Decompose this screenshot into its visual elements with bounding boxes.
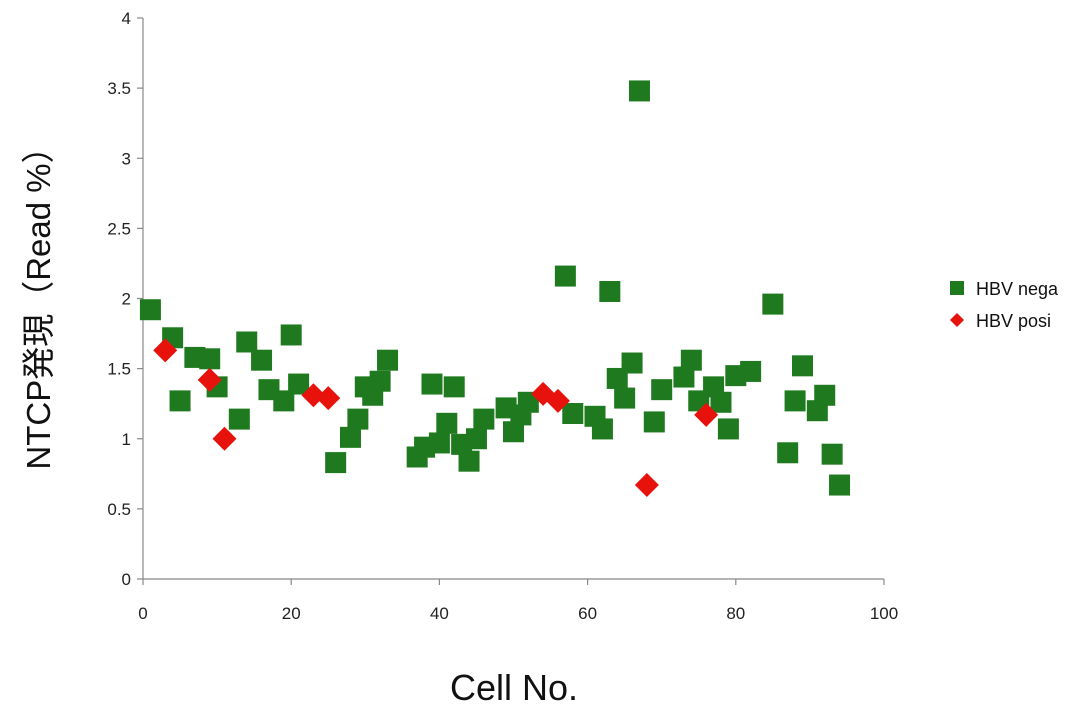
data-point-hbv-posi [301, 383, 326, 408]
x-tick-label: 20 [282, 604, 301, 623]
data-point-hbv-nega [717, 418, 739, 440]
data-point-hbv-nega [784, 390, 806, 412]
data-point-hbv-posi [197, 367, 222, 392]
data-point-hbv-nega [369, 370, 391, 392]
data-point-hbv-nega [791, 355, 813, 377]
data-point-hbv-nega [421, 373, 443, 395]
data-point-hbv-nega [777, 442, 799, 464]
data-point-hbv-posi [153, 338, 178, 363]
data-point-hbv-nega [228, 408, 250, 430]
data-point-hbv-nega [251, 349, 273, 371]
legend-label: HBV posi [976, 311, 1051, 331]
data-point-hbv-nega [814, 384, 836, 406]
data-point-hbv-nega [503, 421, 524, 443]
y-tick-label: 2.5 [107, 219, 131, 238]
data-point-hbv-nega [199, 348, 221, 370]
legend-marker-square [950, 281, 964, 295]
data-point-hbv-nega [139, 299, 161, 321]
data-point-hbv-nega [325, 452, 347, 474]
y-tick-label: 2 [122, 290, 131, 309]
data-point-hbv-nega [680, 349, 702, 371]
y-tick-label: 1 [122, 430, 131, 449]
data-point-hbv-nega [643, 411, 665, 433]
x-tick-label: 80 [726, 604, 745, 623]
data-point-hbv-nega [628, 80, 650, 102]
x-tick-labels: 0 20 40 60 80 100 [138, 604, 898, 623]
data-point-hbv-nega [762, 293, 784, 315]
legend-label: HBV nega [976, 279, 1059, 299]
data-point-hbv-nega [465, 428, 487, 450]
data-point-hbv-nega [651, 379, 673, 401]
data-point-hbv-nega [428, 432, 450, 454]
data-points [139, 80, 851, 498]
data-point-hbv-nega [377, 349, 399, 371]
y-tick-label: 1.5 [107, 360, 131, 379]
data-point-hbv-nega [236, 331, 258, 353]
data-point-hbv-nega [473, 408, 495, 430]
data-point-hbv-nega [821, 443, 843, 465]
legend-marker-diamond [950, 313, 964, 327]
y-tick-label: 3.5 [107, 79, 131, 98]
data-point-hbv-nega [273, 390, 295, 412]
data-point-hbv-nega [829, 474, 851, 496]
data-point-hbv-nega [740, 360, 762, 382]
y-tick-labels: 0 0.5 1 1.5 2 2.5 3 3.5 4 [107, 9, 131, 589]
y-tick-label: 0.5 [107, 500, 131, 519]
data-point-hbv-nega [673, 366, 695, 388]
data-point-hbv-nega [599, 280, 621, 302]
data-point-hbv-posi [634, 473, 659, 498]
data-point-hbv-nega [339, 426, 361, 448]
data-point-hbv-posi [316, 386, 341, 411]
data-point-hbv-nega [458, 450, 480, 472]
data-point-hbv-nega [347, 408, 369, 430]
data-point-hbv-nega [562, 403, 584, 425]
data-point-hbv-nega [517, 391, 539, 413]
data-point-hbv-nega [288, 373, 310, 395]
data-point-hbv-nega [443, 376, 465, 398]
data-point-hbv-nega [614, 387, 636, 409]
data-point-hbv-nega [436, 412, 458, 434]
y-tick-label: 3 [122, 149, 131, 168]
data-point-hbv-nega [710, 391, 732, 413]
y-axis-title: NTCP発現（Read %） [20, 130, 57, 469]
axes [137, 17, 885, 585]
data-point-hbv-nega [591, 418, 613, 440]
data-point-hbv-nega [169, 390, 191, 412]
legend: HBV nega HBV posi [950, 279, 1059, 331]
data-point-hbv-posi [545, 388, 570, 413]
y-tick-label: 0 [122, 570, 131, 589]
data-point-hbv-nega [554, 265, 576, 287]
data-point-hbv-posi [212, 426, 237, 451]
x-tick-label: 100 [870, 604, 898, 623]
x-tick-label: 0 [138, 604, 147, 623]
data-point-hbv-nega [621, 352, 643, 374]
y-tick-label: 4 [122, 9, 131, 28]
x-tick-label: 40 [430, 604, 449, 623]
data-point-hbv-posi [694, 402, 719, 427]
data-point-hbv-nega [280, 324, 302, 346]
x-axis-title: Cell No. [450, 667, 578, 705]
x-tick-label: 60 [578, 604, 597, 623]
